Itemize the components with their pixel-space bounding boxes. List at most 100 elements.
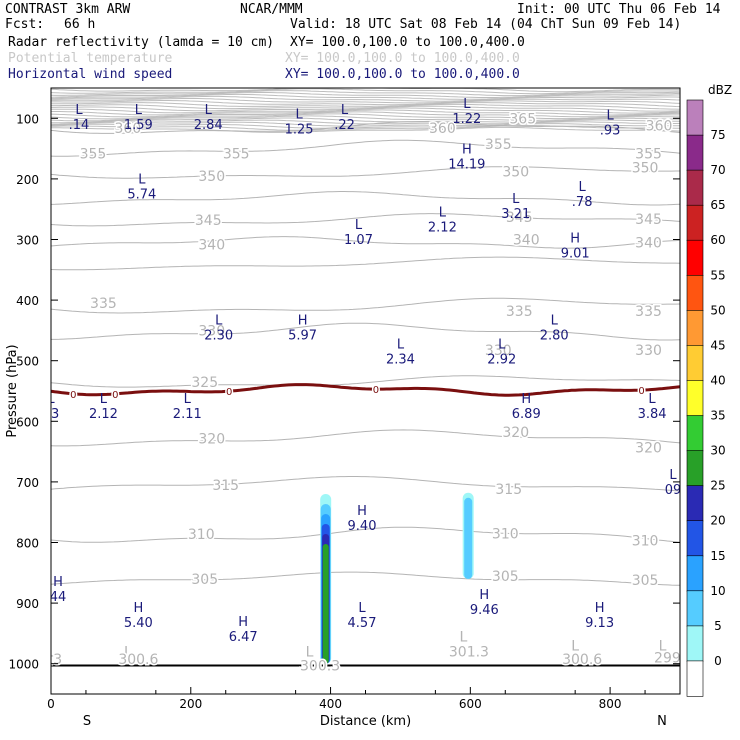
wind-extremum-type: L (648, 392, 656, 407)
theta-contour-strat (51, 88, 680, 93)
theta-label: 340 (635, 236, 662, 252)
colorbar-level-label: 40 (710, 373, 725, 387)
reflectivity-layer (322, 544, 329, 664)
wind-extremum-value: 2.12 (428, 220, 457, 235)
wind-extremum-value: 3.84 (638, 407, 667, 422)
wind-extremum-value: 1.22 (452, 112, 481, 127)
theta-label: 340 (513, 233, 540, 249)
y-tick-label: 1000 (8, 658, 39, 672)
theta-contour-strat (51, 90, 680, 97)
wind-extremum-type: L (138, 173, 146, 188)
y-tick-label: 100 (16, 112, 39, 126)
colorbar-swatch (686, 310, 704, 347)
wind-extremum-type: L (184, 392, 192, 407)
colorbar-swatch (686, 380, 704, 417)
theta-contour (51, 476, 680, 492)
theta-contour-strat (51, 123, 680, 129)
wind-extremum-type: L (358, 601, 366, 616)
colorbar-swatch (686, 204, 704, 241)
wind-extremum-value: .22 (334, 118, 355, 133)
header-init: Init: 00 UTC Thu 06 Feb 14 (517, 2, 721, 17)
x-axis-label: Distance (km) (320, 714, 411, 729)
wind-extremum-value: 1.59 (124, 118, 153, 133)
colorbar-swatch (686, 134, 704, 171)
wind-extremum-type: H (133, 601, 143, 616)
theta-label: L (124, 645, 132, 661)
colorbar-level-label: 60 (710, 233, 725, 247)
field-reflectivity-name: Radar reflectivity (lamda = 10 cm) (8, 35, 274, 50)
wind-extremum-type: H (298, 313, 308, 328)
header-valid: Valid: 18 UTC Sat 08 Feb 14 (04 ChT Sun … (290, 17, 681, 32)
theta-label: 305 (191, 572, 218, 588)
wind-extremum-value: 9.40 (348, 519, 377, 534)
colorbar-title: dBZ (708, 83, 732, 97)
theta-label: 0.3 (40, 652, 62, 668)
wind-extremum-type: L (215, 313, 223, 328)
theta-label: L (47, 645, 55, 661)
theta-label: 350 (632, 160, 659, 176)
theta-label: 315 (495, 482, 522, 498)
wind-extremum-value: 6.89 (512, 407, 541, 422)
wind-extremum-type: H (570, 232, 580, 247)
theta-contour-strat (51, 88, 680, 95)
theta-label: 305 (492, 569, 519, 585)
theta-contour-strat (51, 100, 680, 106)
colorbar-level-label: 10 (710, 584, 725, 598)
wind-extremum-type: L (295, 107, 303, 122)
x-end-label-right: N (657, 714, 667, 729)
colorbar-swatch (686, 169, 704, 206)
wind-zero-contour-label: 0 (226, 387, 232, 398)
wind-extremum-type: H (521, 392, 531, 407)
colorbar-swatch (686, 345, 704, 382)
theta-contour-strat (51, 113, 680, 120)
theta-label: 330 (635, 343, 662, 359)
wind-extremum-type: H (53, 575, 63, 590)
colorbar-swatch (686, 520, 704, 557)
wind-extremum-type: H (238, 615, 248, 630)
header-fcst-label: Fcst: (5, 17, 44, 32)
theta-label: 299 (654, 651, 681, 667)
colorbar-level-label: 5 (714, 619, 722, 633)
theta-label: 355 (223, 146, 250, 162)
y-tick-label: 300 (16, 234, 39, 248)
field-reflectivity-xy: XY= 100.0,100.0 to 100.0,400.0 (290, 35, 525, 50)
y-tick-label: 600 (16, 415, 39, 429)
colorbar-level-label: 0 (714, 654, 722, 668)
theta-contour (51, 526, 680, 543)
x-tick-label: 800 (599, 697, 622, 711)
theta-label: 355 (80, 146, 107, 162)
colorbar-swatch (686, 450, 704, 487)
theta-label: 330 (485, 343, 512, 359)
wind-extremum-type: L (669, 468, 677, 483)
theta-contour-strat (51, 95, 680, 102)
wind-extremum-value: 2.11 (173, 407, 202, 422)
theta-label: 350 (198, 169, 225, 185)
wind-extremum-value: 5.74 (127, 188, 156, 203)
y-tick-label: 400 (16, 294, 39, 308)
colorbar-swatch (686, 415, 704, 452)
colorbar-level-label: 25 (710, 479, 725, 493)
wind-extremum-type: L (75, 103, 83, 118)
colorbar-level-label: 55 (710, 268, 725, 282)
wind-extremum-value: 09 (665, 483, 682, 498)
wind-extremum-value: 5.40 (124, 616, 153, 631)
wind-extremum-value: 1.25 (285, 122, 314, 137)
wind-extremum-type: L (579, 180, 587, 195)
colorbar-level-label: 20 (710, 514, 725, 528)
theta-label: 305 (632, 573, 659, 589)
y-tick-label: 500 (16, 355, 39, 369)
theta-label: 310 (188, 527, 215, 543)
wind-extremum-type: L (551, 313, 559, 328)
colorbar-level-label: 30 (710, 444, 725, 458)
y-axis-label: Pressure (hPa) (5, 344, 20, 437)
theta-label: 360 (646, 119, 673, 135)
theta-label: 335 (90, 296, 117, 312)
theta-contour-strat (51, 93, 680, 100)
theta-contour-strat (51, 107, 680, 114)
wind-extremum-type: L (606, 109, 614, 124)
wind-zero-contour-label: 0 (70, 390, 76, 401)
colorbar: dBZ 0 5 10 15 20 25 30 35 40 45 50 55 60 65 70 75 (686, 83, 732, 697)
theta-label: 310 (632, 534, 659, 550)
wind-extremum-value: .78 (572, 195, 593, 210)
field-wind-name: Horizontal wind speed (8, 67, 172, 82)
